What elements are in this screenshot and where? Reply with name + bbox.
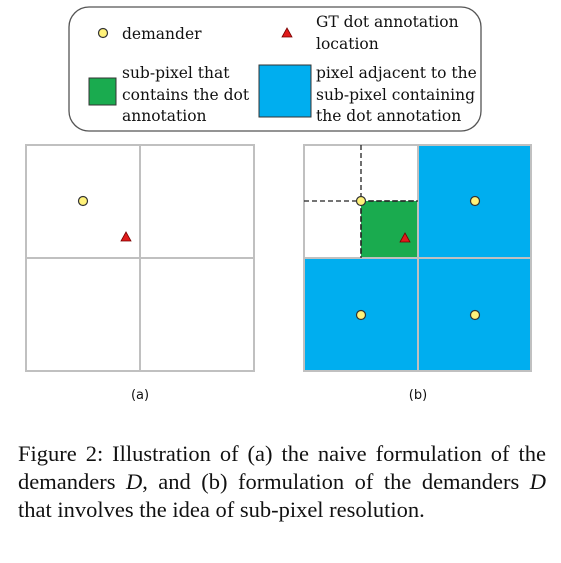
legend: demander GT dot annotation location sub-… xyxy=(68,6,482,132)
panel-b-demander-icon-bottom-left xyxy=(355,309,367,321)
caption-part3: that involves the idea of sub-pixel reso… xyxy=(18,497,425,522)
panel-a-label: (a) xyxy=(131,388,149,403)
legend-adjacent-line3: the dot annotation xyxy=(316,107,461,125)
legend-adjacent-line2: sub-pixel containing xyxy=(316,86,475,104)
panel-a-annotation-icon xyxy=(120,231,132,242)
legend-demander-icon xyxy=(97,27,109,39)
legend-subpixel-swatch xyxy=(88,77,117,106)
caption-part1: Figure 2: Illustration of (a) the naive … xyxy=(18,441,546,494)
legend-adjacent-line1: pixel adjacent to the xyxy=(316,64,477,82)
legend-subpixel-line1: sub-pixel that xyxy=(122,64,230,82)
panel-a-demander-icon xyxy=(77,195,89,207)
panel-b-label: (b) xyxy=(409,388,427,403)
panel-b-annotation-icon xyxy=(399,232,411,243)
panel-b-demander-icon-corner xyxy=(355,195,367,207)
legend-gt-line1: GT dot annotation xyxy=(316,13,459,31)
panel-b: (b) xyxy=(303,144,532,403)
legend-annotation-icon xyxy=(281,27,293,38)
panel-b-demander-icon-bottom-right xyxy=(469,309,481,321)
legend-gt-line2: location xyxy=(316,35,379,53)
panel-b-demander-icon-top-right xyxy=(469,195,481,207)
legend-demander-label: demander xyxy=(122,25,202,43)
legend-subpixel-line3: annotation xyxy=(122,107,207,125)
caption-variable-d1: D xyxy=(125,469,143,494)
legend-subpixel-line2: contains the dot xyxy=(122,86,250,104)
legend-adjacent-swatch xyxy=(258,64,312,118)
panel-a: (a) xyxy=(25,144,255,403)
figure-caption: Figure 2: Illustration of (a) the naive … xyxy=(18,440,546,524)
panel-b-subpixel xyxy=(360,200,419,259)
caption-variable-d2: D xyxy=(529,469,546,494)
caption-part2: , and (b) formulation of the demanders xyxy=(142,469,530,494)
